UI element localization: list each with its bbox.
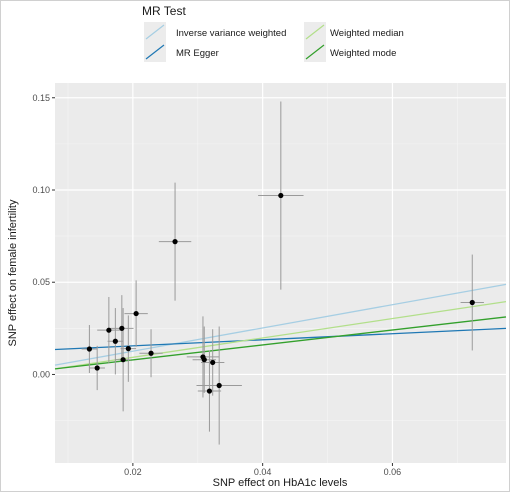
data-point — [120, 357, 126, 363]
y-tick-label: 0.10 — [32, 185, 50, 195]
data-point — [201, 357, 207, 363]
data-point — [94, 365, 100, 371]
data-point — [125, 346, 131, 352]
legend-item-weighted-median: Weighted median — [304, 22, 404, 42]
legend-item-weighted-mode: Weighted mode — [304, 42, 396, 62]
legend-label-ivw: Inverse variance weighted — [176, 28, 286, 39]
data-point — [119, 325, 125, 331]
x-tick-label: 0.02 — [124, 467, 142, 477]
data-point — [469, 299, 475, 306]
y-tick-label: 0.15 — [32, 93, 50, 103]
legend-label-weighted-mode: Weighted mode — [330, 48, 396, 59]
data-points — [86, 192, 475, 394]
legend-item-ivw: Inverse variance weighted — [144, 22, 286, 42]
y-tick-label: 0.00 — [32, 369, 50, 379]
legend-swatch-mr-egger — [145, 44, 165, 60]
y-axis-title: SNP effect on female infertility — [7, 199, 19, 346]
data-point — [133, 310, 139, 317]
y-tick-label: 0.05 — [32, 277, 50, 287]
gridlines — [55, 83, 506, 463]
data-point — [206, 388, 213, 394]
data-point — [86, 346, 92, 352]
data-point — [216, 382, 222, 389]
legend-title: MR Test — [142, 4, 186, 18]
data-point — [106, 327, 112, 333]
data-point — [210, 359, 216, 366]
legend: MR Test Inverse variance weighted Weight… — [142, 4, 404, 62]
fit-line-ivw — [54, 283, 507, 366]
legend-label-mr-egger: MR Egger — [176, 48, 219, 59]
x-tick-label: 0.06 — [384, 467, 402, 477]
legend-label-weighted-median: Weighted median — [330, 28, 404, 39]
y-axis-ticks: 0.00 0.05 0.10 0.15 — [32, 93, 55, 379]
fit-line-mr-egger — [54, 327, 507, 351]
legend-swatch-weighted-median — [305, 24, 325, 40]
legend-swatch-weighted-mode — [305, 44, 325, 60]
legend-swatch-ivw — [145, 24, 165, 40]
data-point — [148, 350, 154, 356]
x-axis-title: SNP effect on HbA1c levels — [213, 477, 348, 489]
data-point — [112, 338, 118, 344]
x-tick-label: 0.04 — [254, 467, 272, 477]
fit-line-weighted-median — [54, 300, 507, 370]
legend-item-mr-egger: MR Egger — [144, 42, 219, 62]
x-axis-ticks: 0.02 0.04 0.06 — [124, 463, 401, 477]
data-point — [278, 192, 284, 199]
data-point — [172, 239, 178, 245]
